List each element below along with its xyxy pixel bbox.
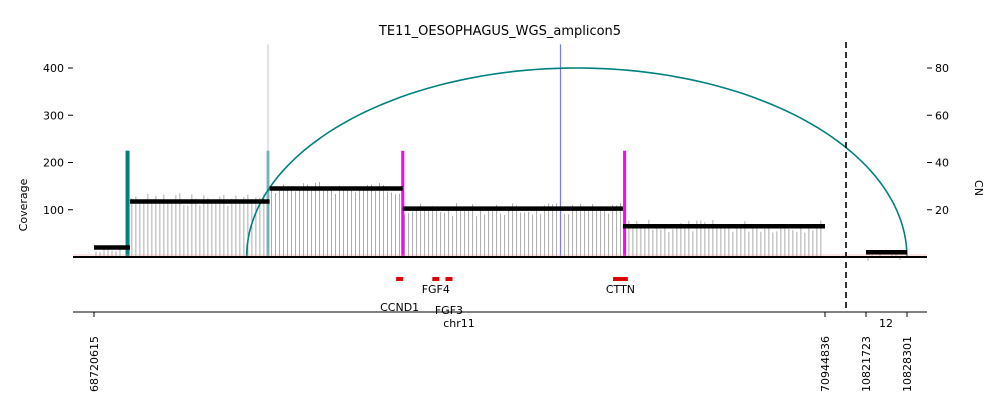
discordant-arc	[245, 67, 908, 258]
y-right-tick-label: 20	[935, 204, 949, 217]
gene-label: FGF3	[435, 304, 463, 317]
x-tick-label: 10821723	[860, 336, 873, 392]
y-right-tick-label: 40	[935, 157, 949, 170]
y-left-tick-label: 100	[43, 204, 64, 217]
y-left-tick-label: 400	[43, 62, 64, 75]
y-axis-right-label: CN	[972, 180, 985, 196]
gene-bar	[432, 277, 440, 281]
gene-label: CTTN	[606, 283, 635, 296]
coverage-layer	[95, 182, 905, 261]
axes-layer: 100 200 300 400 20 40 60 80 68720615 70944836 1082…	[43, 42, 949, 392]
x-axis-chrom-label-2: 12	[879, 317, 893, 330]
x-axis-chrom-label: chr11	[443, 317, 475, 330]
x-tick-label: 10828301	[901, 336, 914, 392]
copy-number-layer	[94, 186, 907, 255]
y-left-tick-label: 200	[43, 157, 64, 170]
chart-title: TE11_OESOPHAGUS_WGS_amplicon5	[378, 24, 621, 39]
y-axis-left-label: Coverage	[17, 178, 30, 231]
arc-layer	[245, 67, 908, 258]
gene-label: FGF4	[422, 283, 450, 296]
gene-label: CCND1	[380, 301, 419, 314]
y-right-tick-label: 80	[935, 62, 949, 75]
gene-bar	[613, 277, 628, 281]
x-tick-label: 68720615	[88, 336, 101, 392]
gene-bar	[396, 277, 404, 281]
gene-bar	[445, 277, 453, 281]
y-right-tick-label: 60	[935, 109, 949, 122]
y-left-tick-label: 300	[43, 109, 64, 122]
x-tick-label: 70944836	[819, 336, 832, 392]
breakpoint-layer	[125, 44, 627, 257]
